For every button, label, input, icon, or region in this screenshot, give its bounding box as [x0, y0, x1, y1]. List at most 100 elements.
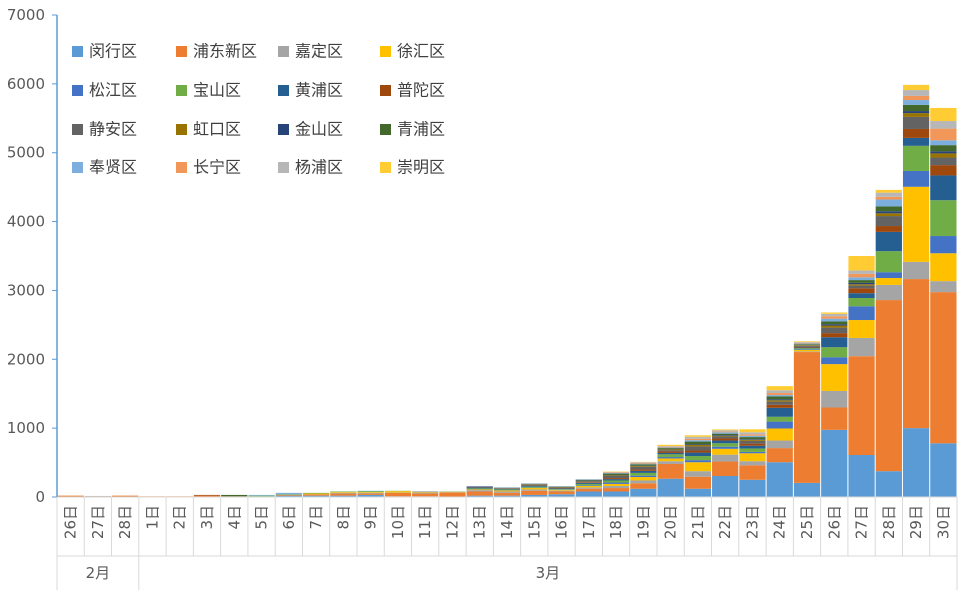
bar-segment — [439, 492, 466, 497]
bar-segment — [821, 347, 848, 358]
bar-segment — [902, 137, 930, 146]
bar-segment — [712, 433, 739, 436]
bar-segment — [384, 491, 412, 493]
x-tick-label: 24日 — [771, 505, 789, 539]
bar-segment — [793, 344, 821, 345]
bar-segment — [548, 494, 575, 497]
bar-segment — [630, 477, 657, 481]
legend-swatch — [278, 46, 289, 57]
bar-segment — [684, 476, 712, 489]
bar-segment — [657, 454, 684, 458]
bar-segment — [766, 390, 793, 394]
bar-segment — [602, 478, 630, 480]
bar-segment — [302, 494, 330, 496]
bar-segment — [848, 298, 875, 307]
bar-segment — [657, 444, 684, 447]
bar-segment — [848, 256, 875, 271]
bar-segment — [712, 438, 739, 441]
bar-segment — [739, 432, 766, 435]
bar-segment — [521, 489, 548, 491]
bar-segment — [821, 333, 848, 338]
bar-segment — [875, 278, 902, 285]
bar-segment — [684, 435, 712, 437]
legend-swatch — [176, 162, 187, 173]
y-tick-label: 2000 — [7, 350, 45, 368]
bar-segment — [193, 495, 221, 497]
bar-segment — [602, 479, 630, 481]
bar-segment — [739, 439, 766, 441]
bar-segment — [684, 488, 712, 497]
bar-segment — [821, 321, 848, 325]
bar-segment — [766, 399, 793, 401]
bar-segment — [902, 116, 930, 129]
bar-segment — [848, 285, 875, 289]
legend-swatch — [380, 124, 391, 135]
bar-segment — [902, 261, 930, 280]
bar-segment — [657, 446, 684, 448]
bar-segment — [930, 165, 957, 176]
y-tick-label: 4000 — [7, 213, 45, 231]
bar-segment — [793, 348, 821, 350]
bar-segment — [821, 337, 848, 348]
bar-segment — [712, 429, 739, 431]
legend-label: 嘉定区 — [295, 42, 343, 61]
bar-segment — [466, 489, 493, 491]
legend-swatch — [72, 46, 83, 57]
bar-segment — [793, 345, 821, 347]
legend-label: 普陀区 — [397, 81, 445, 100]
bar-segment — [602, 491, 630, 497]
bar-segment — [930, 151, 957, 154]
legend-label: 青浦区 — [397, 120, 445, 139]
bar-segment — [875, 192, 902, 197]
bar-segment — [848, 273, 875, 278]
bar-segment — [821, 390, 848, 408]
bar-segment — [684, 436, 712, 439]
bar-segment — [630, 488, 657, 497]
bar-segment — [902, 104, 930, 112]
bar-segment — [684, 446, 712, 451]
bar-segment — [793, 346, 821, 348]
bar-segment — [575, 483, 602, 486]
bar-segment — [630, 475, 657, 478]
legend-label: 黄浦区 — [295, 81, 343, 100]
bar-segment — [875, 471, 902, 497]
legend-swatch — [72, 162, 83, 173]
bar-segment — [684, 450, 712, 453]
bar-segment — [248, 495, 275, 497]
legend-swatch — [176, 46, 187, 57]
y-tick-label: 1000 — [7, 419, 45, 437]
x-tick-label: 5日 — [253, 505, 271, 530]
x-tick-label: 29日 — [907, 505, 925, 539]
x-tick-label: 15日 — [525, 505, 543, 539]
bar-segment — [412, 493, 439, 497]
bar-segment — [330, 493, 357, 496]
bar-segment — [712, 435, 739, 436]
bar-segment — [493, 491, 521, 493]
bar-segment — [766, 404, 793, 408]
bar-segment — [902, 111, 930, 114]
bar-segment — [766, 440, 793, 449]
bar-segment — [575, 481, 602, 483]
bar-segment — [712, 475, 739, 497]
bar-segment — [575, 482, 602, 483]
bar-segment — [493, 488, 521, 490]
legend-swatch — [278, 124, 289, 135]
legend-label: 奉贤区 — [89, 158, 137, 177]
x-tick-label: 23日 — [743, 505, 761, 539]
bar-segment — [548, 490, 575, 491]
x-tick-label: 30日 — [934, 505, 952, 539]
bar-segment — [521, 486, 548, 488]
bar-segment — [657, 452, 684, 455]
bar-segment — [930, 253, 957, 282]
bar-segment — [739, 440, 766, 444]
bar-segment — [384, 492, 412, 497]
bar-segment — [712, 448, 739, 455]
bar-segment — [875, 226, 902, 232]
bar-segment — [193, 494, 221, 496]
bar-segment — [684, 462, 712, 472]
bar-segment — [357, 493, 384, 495]
bar-segment — [821, 357, 848, 365]
bar-segment — [902, 90, 930, 96]
bar-segment — [902, 428, 930, 497]
